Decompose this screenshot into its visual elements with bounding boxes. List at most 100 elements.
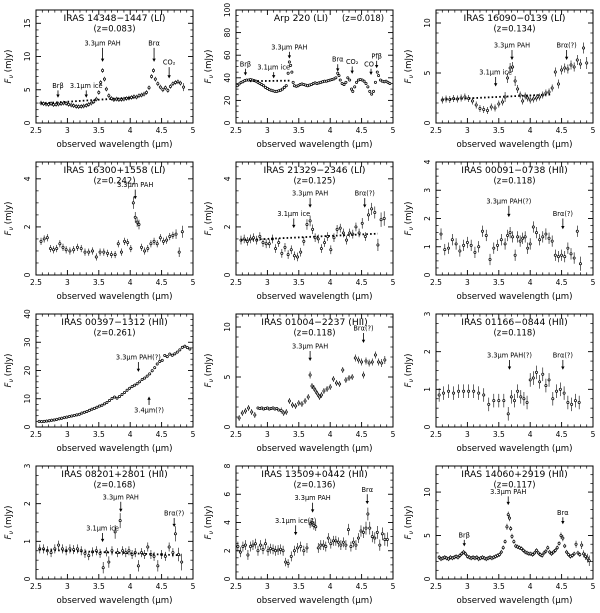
x-tick-label: 3: [465, 582, 470, 591]
annotation: CO₂: [163, 59, 176, 79]
y-axis-label: Fν (mJy): [404, 506, 415, 540]
annotation-label: Brα: [557, 509, 569, 517]
axis-frame: [435, 465, 594, 580]
annotation: Brα: [557, 509, 569, 525]
annotation-label: 3.1μm ice: [257, 64, 290, 72]
spectrum-plot-arp-220: 2.5 3 3.5 4 4.5 5 0 20 40 60 80 100 Arp 220 (LI) (z=0…: [204, 3, 396, 150]
y-tick-label: 1: [423, 244, 432, 249]
x-tick-label: 3.5: [93, 126, 105, 135]
axis-ticks: [35, 162, 194, 276]
y-axis-label: Fν (mJy): [204, 202, 215, 236]
y-tick-label: 6: [223, 492, 232, 497]
annotation: 3.1μm ice: [70, 82, 103, 98]
y-tick-label: 0: [223, 120, 232, 125]
x-tick-label: 5: [191, 582, 196, 591]
continuum-fit-line: [39, 548, 181, 557]
x-tick-label: 3: [465, 430, 470, 439]
annotation-label: 3.3μm PAH: [294, 494, 330, 502]
data-points: [439, 221, 582, 271]
annotation: 3.3μm PAH: [84, 39, 121, 62]
annotation-label: 3.3μm PAH(?): [486, 197, 531, 205]
data-points: [236, 507, 389, 568]
y-axis-label: Fν (mJy): [404, 50, 415, 84]
axis-ticks: [235, 162, 394, 276]
annotation-label: 3.1μm ice: [86, 525, 119, 533]
spectrum-panel-arp-220: 2.5 3 3.5 4 4.5 5 0 20 40 60 80 100 Arp 220 (LI) (z=0…: [200, 1, 400, 153]
spectrum-plot-iras-13509-0442: 2.5 3 3.5 4 4.5 5 0 2 4 6 8 IRAS 13509+0442 (HII)(z…: [204, 463, 396, 606]
y-tick-label: 2: [423, 349, 432, 354]
annotation-label: Brα(?): [355, 190, 375, 198]
x-tick-label: 2.5: [230, 430, 242, 439]
x-tick-label: 4: [328, 126, 333, 135]
annotation: 3.1μm ice(?): [275, 517, 316, 536]
data-points: [239, 202, 386, 262]
annotation: Brα(?): [355, 190, 375, 208]
x-tick-label: 3: [265, 126, 270, 135]
x-tick-label: 2.5: [230, 126, 242, 135]
panel-title: IRAS 13509+0442 (HII): [261, 469, 367, 480]
annotation: 3.1μm ice: [277, 210, 310, 229]
spectrum-panel-iras-08201-2801: 2.5 3 3.5 4 4.5 5 0 1 2 3 IRAS 08201+2801 (HII) (z=…: [0, 457, 200, 609]
axis-ticks: [435, 313, 594, 428]
y-tick-label: 5: [423, 70, 432, 75]
annotation-label: Brα: [332, 56, 344, 64]
x-tick-label: 4: [328, 582, 333, 591]
x-tick-label: 3: [265, 278, 270, 287]
annotation: Brα: [148, 39, 161, 62]
annotation-label: 3.1μm ice: [70, 82, 103, 90]
panel-title: IRAS 08201+2801 (HII): [61, 469, 167, 480]
y-axis-label: Fν (mJy): [4, 50, 15, 84]
spectrum-panel-iras-14060-2919: 2.5 3 3.5 4 4.5 5 0 5 10 IRAS 14060+2919 (HII) (z=…: [400, 457, 600, 609]
y-tick-label: 0: [423, 272, 432, 277]
x-tick-label: 5: [391, 126, 396, 135]
y-tick-label: 4: [223, 520, 232, 525]
spectrum-plot-iras-00397-1312: 2.5 3 3.5 4 4.5 5 0 10 20 30 40 IRAS 00397−1312 (HI…: [4, 309, 196, 454]
panel-redshift: (z=0.134): [494, 24, 536, 34]
annotation: 3.3μm PAH: [490, 488, 526, 506]
y-tick-label: 20: [23, 366, 32, 376]
x-tick-label: 4.5: [356, 278, 368, 287]
x-tick-label: 4.5: [356, 126, 368, 135]
axis-ticks: [435, 10, 594, 124]
y-axis-label: Fν (mJy): [4, 506, 15, 540]
panel-redshift: (z=0.118): [494, 328, 536, 338]
axis-ticks: [435, 466, 594, 580]
x-tick-label: 4: [528, 126, 533, 135]
x-tick-label: 2.5: [30, 430, 42, 439]
panel-title: IRAS 21329−2346 (LI): [264, 165, 366, 176]
x-tick-label: 5: [191, 278, 196, 287]
x-axis-label: observed wavelength (μm): [57, 140, 173, 150]
y-tick-label: 40: [223, 73, 232, 83]
x-tick-label: 4.5: [156, 430, 168, 439]
data-points: [38, 513, 184, 574]
x-tick-label: 3.5: [493, 126, 505, 135]
y-tick-label: 0: [23, 576, 32, 581]
y-tick-label: 0: [223, 272, 232, 277]
x-axis-label: observed wavelength (μm): [457, 292, 573, 302]
axis-frame: [435, 9, 594, 124]
x-tick-label: 3: [65, 126, 70, 135]
x-tick-label: 3: [465, 278, 470, 287]
x-tick-label: 4.5: [156, 582, 168, 591]
y-tick-label: 0: [223, 424, 232, 429]
x-tick-label: 3.5: [293, 278, 305, 287]
annotation: Pfβ: [371, 52, 382, 69]
panel-redshift: (z=0.261): [94, 328, 136, 338]
y-tick-label: 0: [223, 576, 232, 581]
annotation: Brα: [361, 486, 374, 505]
annotation-label: 3.3μm PAH(?): [116, 354, 161, 362]
x-tick-label: 4: [528, 430, 533, 439]
annotation-label: 3.3μm PAH: [84, 39, 120, 47]
x-tick-label: 3: [465, 126, 470, 135]
continuum-fit-line: [249, 79, 292, 83]
x-tick-label: 3.5: [93, 430, 105, 439]
x-tick-label: 2.5: [430, 582, 442, 591]
y-tick-label: 0: [423, 120, 432, 125]
panel-redshift: (z=0.168): [94, 480, 136, 490]
x-tick-label: 3.5: [493, 278, 505, 287]
y-tick-label: 2: [23, 224, 32, 229]
annotation: Brβ: [52, 82, 64, 98]
annotation: 3.3μm PAH(?): [487, 351, 532, 370]
annotation-label: CO₂: [346, 58, 359, 66]
panel-title: IRAS 16300+1558 (LI): [64, 165, 166, 176]
